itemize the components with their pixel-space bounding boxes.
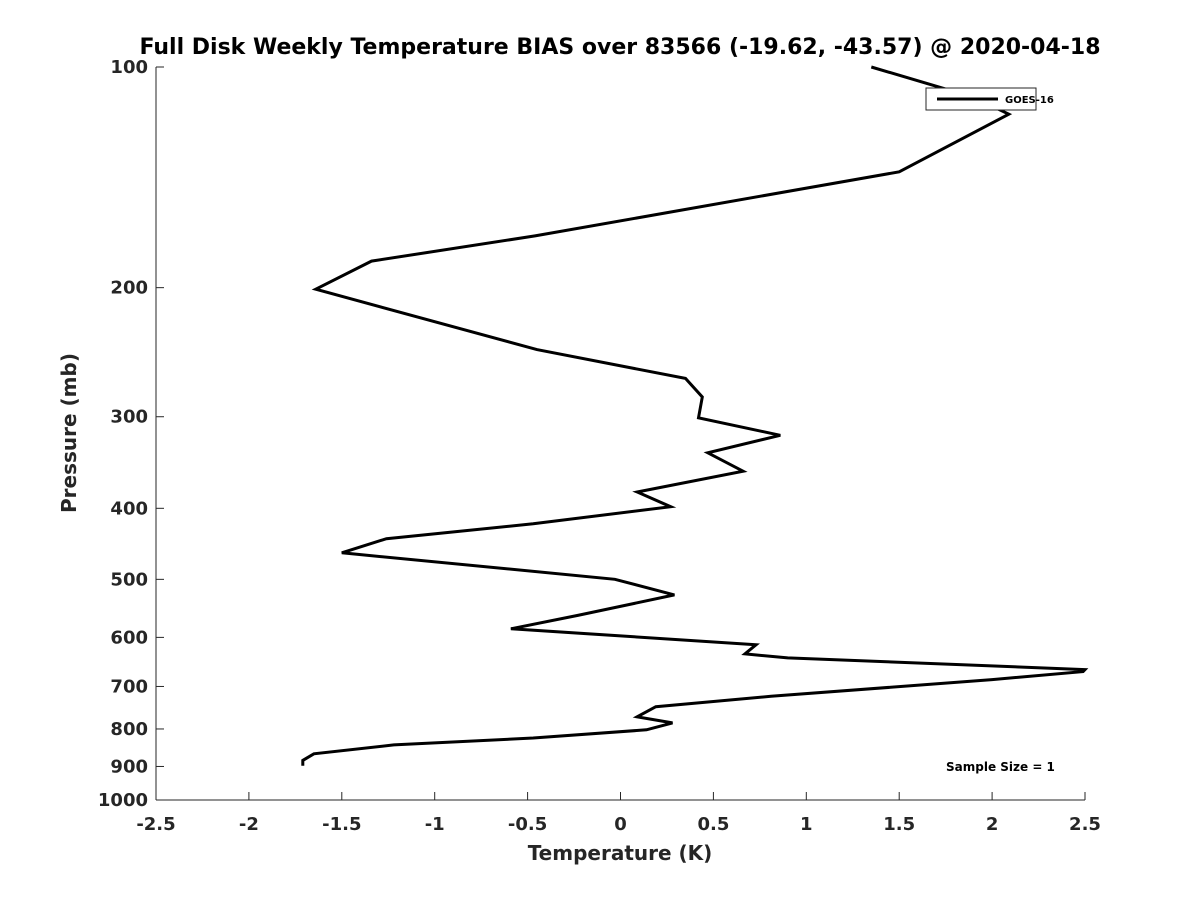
x-tick-label: -2.5 [136, 814, 175, 835]
sample-size-annotation: Sample Size = 1 [946, 760, 1055, 774]
x-tick-label: 2 [986, 814, 999, 835]
series-group [301, 65, 1089, 766]
chart-title: Full Disk Weekly Temperature BIAS over 8… [139, 35, 1100, 60]
x-tick-label: -1 [425, 814, 445, 835]
y-tick-label: 400 [110, 498, 148, 519]
x-ticks: -2.5 -2 -1.5 -1 -0.5 0 0.5 1 1.5 2 2.5 [136, 792, 1101, 835]
x-tick-label: 1 [800, 814, 813, 835]
y-axis-label: Pressure (mb) [57, 353, 81, 513]
x-tick-label: -0.5 [508, 814, 547, 835]
x-tick-label: 0 [614, 814, 627, 835]
x-tick-label: 2.5 [1069, 814, 1101, 835]
y-tick-label: 800 [110, 719, 148, 740]
y-tick-label: 900 [110, 756, 148, 777]
plot-axes [155, 67, 1085, 801]
x-tick-label: -2 [239, 814, 259, 835]
series-line-goes-16 [301, 65, 1089, 766]
y-tick-label: 300 [110, 407, 148, 428]
y-tick-label: 600 [110, 627, 148, 648]
y-tick-label: 700 [110, 676, 148, 697]
legend-label: GOES-16 [1005, 95, 1054, 106]
x-tick-label: 0.5 [697, 814, 729, 835]
x-axis-label: Temperature (K) [528, 841, 713, 865]
y-ticks: 100 200 300 400 500 600 700 800 900 1000 [98, 57, 164, 811]
legend: GOES-16 [925, 87, 1054, 111]
y-tick-label: 200 [110, 278, 148, 299]
x-tick-label: 1.5 [883, 814, 915, 835]
x-tick-label: -1.5 [322, 814, 361, 835]
y-tick-label: 100 [110, 57, 148, 78]
y-tick-label: 1000 [98, 790, 148, 811]
y-tick-label: 500 [110, 569, 148, 590]
